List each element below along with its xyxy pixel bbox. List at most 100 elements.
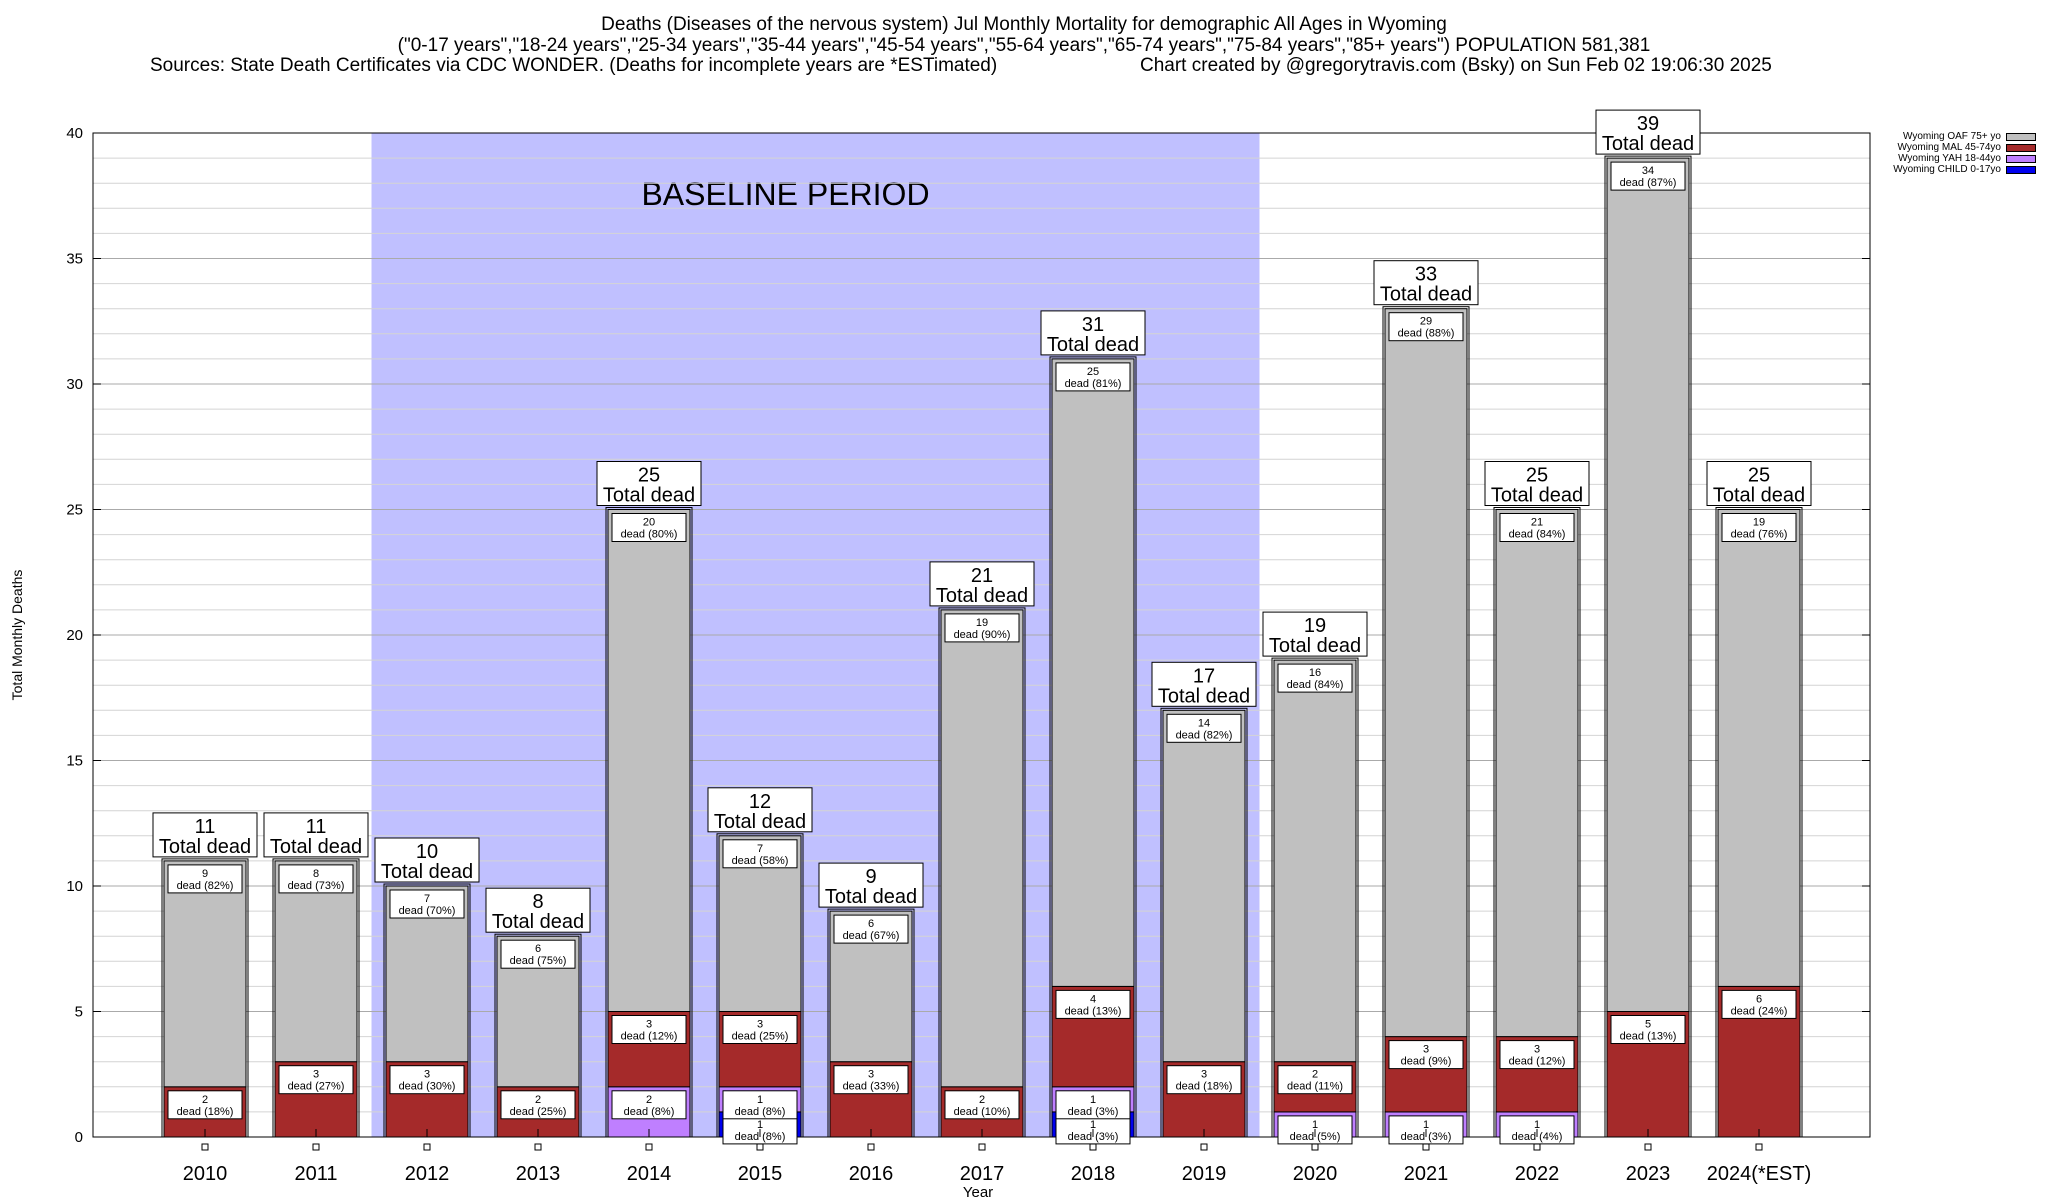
- chart-source-text: Sources: State Death Certificates via CD…: [150, 55, 998, 76]
- x-tick-marker: [645, 1143, 653, 1151]
- segment-label-pct: dead (90%): [954, 629, 1011, 641]
- segment-label-pct: dead (8%): [624, 1106, 675, 1118]
- segment-label-box: [1499, 1040, 1575, 1070]
- segment-label-pct: dead (18%): [1176, 1081, 1233, 1093]
- x-tick-label: 2012: [405, 1163, 450, 1185]
- legend-item-label: Wyoming CHILD 0-17yo: [1893, 164, 2001, 175]
- total-label-value: 9: [865, 866, 876, 888]
- segment-label-box: [278, 1065, 354, 1095]
- x-tick-label: 2017: [960, 1163, 1005, 1185]
- bar-segment: [940, 609, 1024, 1088]
- segment-label-box: [1499, 513, 1575, 542]
- total-label-value: 17: [1193, 665, 1215, 687]
- segment-label-box: [1055, 989, 1131, 1019]
- total-label-text: Total dead: [492, 911, 584, 933]
- total-label-text: Total dead: [1380, 284, 1472, 306]
- segment-label-box: [1721, 989, 1797, 1019]
- segment-label-box: [500, 939, 576, 969]
- total-label-box: [1595, 109, 1701, 155]
- segment-label-count: 3: [868, 1069, 874, 1081]
- legend-swatch: [2006, 154, 2036, 163]
- x-tick-label: 2010: [183, 1163, 228, 1185]
- total-label-text: Total dead: [1602, 133, 1694, 155]
- segment-label-count: 25: [1087, 366, 1099, 378]
- x-tick-label: 2018: [1071, 1163, 1116, 1185]
- legend-item: Wyoming YAH 18-44yo: [1893, 153, 2036, 164]
- y-tick-label: 0: [75, 1129, 83, 1146]
- bar-segment: [1162, 709, 1246, 1063]
- x-tick-marker: [201, 1143, 209, 1151]
- segment-label-count: 5: [1645, 1019, 1651, 1031]
- total-label-value: 25: [1526, 465, 1548, 487]
- segment-label-box: [389, 889, 465, 919]
- total-label-box: [152, 812, 258, 858]
- x-tick-marker: [978, 1143, 986, 1151]
- segment-label-count: 8: [313, 868, 319, 880]
- segment-label-pct: dead (18%): [177, 1106, 234, 1118]
- bar-segment: [274, 860, 358, 1063]
- total-label-value: 11: [306, 816, 327, 838]
- segment-label-box: [944, 613, 1020, 643]
- y-tick-label: 20: [66, 627, 83, 644]
- x-tick-marker: [756, 1143, 764, 1151]
- segment-label-pct: dead (10%): [954, 1106, 1011, 1118]
- segment-label-box: [722, 839, 798, 869]
- legend-swatch: [2006, 165, 2036, 174]
- chart-title-line2: ("0-17 years","18-24 years","25-34 years…: [397, 35, 1651, 56]
- total-label-text: Total dead: [1713, 485, 1805, 507]
- segment-label-pct: dead (67%): [843, 930, 900, 942]
- segment-label-count: 2: [979, 1094, 985, 1106]
- segment-label-pct: dead (88%): [1398, 328, 1455, 340]
- legend-item-label: Wyoming MAL 45-74yo: [1897, 142, 2001, 153]
- x-tick-marker: [1755, 1143, 1763, 1151]
- segment-label-count: 3: [1534, 1044, 1540, 1056]
- segment-label-count: 7: [757, 843, 763, 855]
- total-label-text: Total dead: [936, 585, 1028, 607]
- segment-label-box: [1277, 1065, 1353, 1095]
- segment-label-box: [500, 1090, 576, 1120]
- total-label-value: 10: [416, 841, 438, 863]
- segment-label-pct: dead (12%): [1509, 1056, 1566, 1068]
- total-label-box: [929, 561, 1035, 607]
- total-label-box: [1040, 310, 1146, 356]
- legend-swatch: [2006, 132, 2036, 141]
- segment-label-pct: dead (11%): [1287, 1081, 1343, 1093]
- total-label-text: Total dead: [159, 836, 251, 858]
- segment-label-pct: dead (82%): [177, 880, 234, 892]
- total-label-text: Total dead: [1269, 635, 1361, 657]
- y-axis-label: Total Monthly Deaths: [9, 570, 25, 701]
- total-label-box: [1484, 461, 1590, 506]
- segment-label-count: 1: [1090, 1094, 1096, 1106]
- total-label-box: [263, 812, 369, 858]
- total-label-value: 8: [532, 891, 543, 913]
- bar-segment: [1384, 308, 1468, 1038]
- segment-label-count: 20: [643, 517, 655, 529]
- x-tick-marker: [1311, 1143, 1319, 1151]
- segment-label-pct: dead (58%): [732, 855, 789, 867]
- bar-segment: [1606, 157, 1690, 1013]
- segment-label-box: [722, 1015, 798, 1044]
- chart-legend: Wyoming OAF 75+ yo Wyoming MAL 45-74yo Wyo…: [1893, 131, 2036, 175]
- segment-label-box: [944, 1090, 1020, 1120]
- segment-label-box: [1166, 1065, 1242, 1095]
- segment-label-count: 3: [424, 1069, 430, 1081]
- total-label-box: [374, 837, 480, 883]
- x-tick-marker: [1533, 1143, 1541, 1151]
- total-label-text: Total dead: [270, 836, 362, 858]
- segment-label-count: 14: [1198, 717, 1210, 729]
- total-label-value: 19: [1304, 615, 1326, 637]
- total-label-box: [1262, 611, 1368, 657]
- segment-label-pct: dead (75%): [510, 955, 567, 967]
- segment-label-box: [611, 1015, 687, 1044]
- x-tick-marker: [1200, 1143, 1208, 1151]
- segment-label-pct: dead (24%): [1731, 1005, 1788, 1017]
- segment-label-pct: dead (8%): [735, 1106, 786, 1118]
- segment-label-count: 3: [1423, 1044, 1429, 1056]
- total-label-box: [707, 787, 813, 833]
- segment-label-count: 3: [646, 1019, 652, 1031]
- y-tick-label: 10: [66, 878, 83, 895]
- segment-label-count: 6: [1756, 993, 1762, 1005]
- x-tick-marker: [534, 1143, 542, 1151]
